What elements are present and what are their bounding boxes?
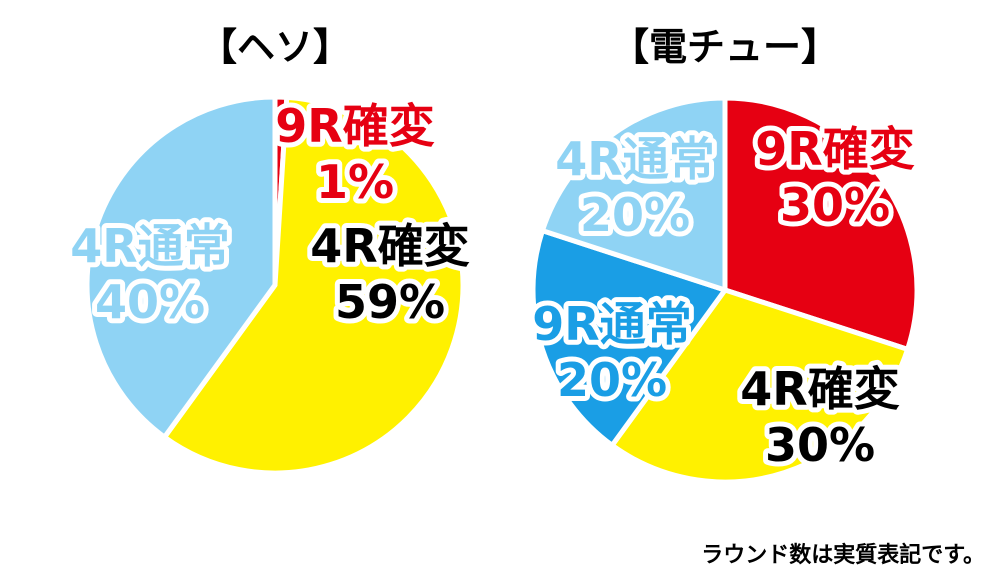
slice-label-1-2: 9R通常 20%: [532, 297, 691, 407]
pie-slice-0-2: [84, 94, 278, 440]
pie-slice-1-0: [722, 95, 920, 352]
slice-category-1-0: 9R確変: [755, 122, 914, 176]
footnote: ラウンド数は実質表記です。: [701, 542, 985, 568]
chart-title-denchu: 【電チュー】: [611, 25, 839, 69]
slice-value-0-0: 1%: [316, 155, 394, 209]
slice-value-0-1: 59%: [335, 275, 445, 329]
slice-value-1-1: 30%: [765, 418, 875, 472]
slice-value-0-2: 40%: [95, 275, 205, 329]
slice-value-1-3: 20%: [580, 188, 690, 242]
pie-slice-1-1: [609, 287, 911, 485]
slice-label-0-2: 4R通常 40%: [70, 219, 229, 329]
pie-slice-1-2: [530, 228, 728, 448]
slice-value-1-2: 20%: [557, 353, 667, 407]
slice-category-0-2: 4R通常: [70, 219, 229, 273]
slice-label-1-0: 9R確変 30%: [755, 122, 914, 232]
slice-category-0-1: 4R確変: [310, 219, 469, 273]
slice-label-0-0: 9R確変 1%: [275, 99, 434, 209]
slice-category-1-3: 4R通常: [555, 132, 714, 186]
pie-heso: 【ヘソ】 9R確変 1%4R確変 59%4R通常 40%: [65, 25, 475, 476]
slice-label-1-3: 4R通常 20%: [555, 132, 714, 242]
slice-label-1-1: 4R確変 30%: [740, 362, 899, 472]
slice-category-1-2: 9R通常: [532, 297, 691, 351]
slice-category-1-1: 4R確変: [740, 362, 899, 416]
chart-title-heso: 【ヘソ】: [199, 25, 351, 69]
pie-slice-1-3: [539, 95, 728, 293]
slice-category-0-0: 9R確変: [275, 99, 434, 153]
slice-label-0-1: 4R確変 59%: [310, 219, 469, 329]
pie-slice-0-1: [161, 94, 466, 476]
slice-value-1-0: 30%: [780, 178, 890, 232]
pie-denchu: 【電チュー】 9R確変 30%4R確変 30%9R通常 20%4R通常 20%: [527, 25, 920, 485]
